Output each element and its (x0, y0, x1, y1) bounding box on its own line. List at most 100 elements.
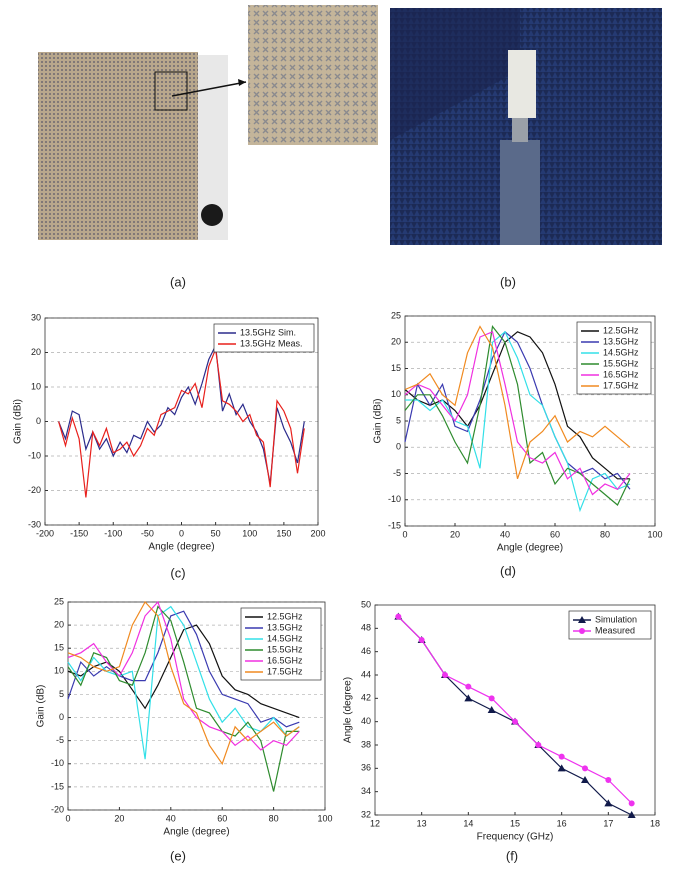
marker (418, 637, 425, 643)
legend-label: 16.5GHz (267, 655, 303, 665)
legend-label: 13.5GHz Meas. (240, 338, 303, 348)
y-tick-label: -15 (388, 520, 401, 530)
y-tick-label: -10 (388, 494, 401, 504)
plot-frame (67, 601, 326, 811)
y-tick-label: 40 (361, 716, 371, 726)
legend-label: 15.5GHz (267, 644, 303, 654)
chart: -15 -10 -5 0 5 10 15 20 25 0 20 40 60 80 100 Angle (deg… (373, 310, 663, 578)
y-tick-label: 5 (59, 689, 64, 699)
x-tick-label: 80 (269, 813, 279, 823)
y-tick-label: 0 (396, 442, 401, 452)
marker (604, 799, 613, 807)
series-line (67, 605, 300, 792)
plot-frame (404, 315, 656, 527)
y-tick-label: 36 (361, 763, 371, 773)
marker (512, 718, 518, 725)
x-tick-label: 200 (310, 528, 325, 538)
y-tick-label: -10 (51, 758, 64, 768)
marker (442, 672, 448, 678)
y-tick-label: 20 (31, 347, 41, 357)
x-tick-label: 18 (650, 818, 660, 828)
x-tick-label: -100 (104, 528, 122, 538)
x-axis-label: Angle (degree) (497, 543, 563, 554)
photo-a (38, 5, 378, 240)
marker (627, 811, 636, 818)
series-line (404, 325, 631, 479)
x-tick-label: 40 (500, 529, 510, 539)
y-tick-label: 10 (391, 389, 401, 399)
marker (558, 753, 565, 760)
y-tick-label: 0 (59, 712, 64, 722)
x-axis-label: Angle (degree) (163, 827, 229, 838)
y-tick-label: -30 (28, 519, 41, 529)
y-tick-label: -10 (28, 450, 41, 460)
legend-label: 17.5GHz (603, 380, 639, 390)
marker (464, 694, 473, 702)
series-line (404, 330, 631, 490)
marker (582, 765, 588, 772)
x-tick-label: 50 (211, 528, 221, 538)
x-tick-label: 0 (402, 529, 407, 539)
legend-label: 12.5GHz (603, 325, 639, 335)
panel-caption: (c) (170, 565, 185, 580)
legend-label: 13.5GHz (267, 622, 303, 632)
y-tick-label: 10 (54, 666, 64, 676)
x-tick-label: 16 (557, 818, 567, 828)
series-line (404, 325, 631, 506)
x-tick-label: 12 (370, 818, 380, 828)
legend-label: 14.5GHz (267, 633, 303, 643)
x-tick-label: 150 (276, 528, 291, 538)
legend-box (576, 321, 652, 395)
x-tick-label: -50 (141, 528, 154, 538)
y-axis-label: Gain (dB) (36, 685, 47, 728)
marker (465, 683, 472, 690)
y-tick-label: 46 (361, 646, 371, 656)
y-tick-label: 25 (391, 310, 401, 320)
x-tick-label: 100 (647, 529, 662, 539)
series-line (67, 600, 300, 766)
series-line (397, 616, 633, 804)
legend-label: Measured (595, 625, 635, 635)
y-tick-label: 0 (36, 416, 41, 426)
y-tick-label: 38 (361, 739, 371, 749)
legend-label: 12.5GHz (267, 611, 303, 621)
series-line (67, 610, 300, 728)
x-tick-label: 0 (179, 528, 184, 538)
legend-box (568, 610, 652, 640)
panel-caption: (f) (506, 848, 518, 863)
y-tick-label: -5 (56, 735, 64, 745)
legend-label: 16.5GHz (603, 369, 639, 379)
photo-caption: (a) (170, 274, 186, 289)
series-line (58, 343, 305, 484)
y-tick-label: 20 (391, 337, 401, 347)
marker (535, 742, 542, 748)
y-tick-label: 30 (31, 312, 41, 322)
legend-label: 13.5GHz Sim. (240, 327, 296, 337)
legend-box (240, 607, 322, 681)
x-tick-label: -150 (70, 528, 88, 538)
legend-label: 17.5GHz (267, 666, 303, 676)
marker (581, 776, 589, 783)
plot-frame (44, 317, 319, 526)
y-tick-label: 50 (361, 599, 371, 609)
x-tick-label: -200 (36, 528, 54, 538)
x-tick-label: 100 (317, 813, 332, 823)
chart: 32 34 36 38 40 42 44 46 48 50 12 13 14 15 16 17 18 Freque… (343, 599, 660, 863)
photo-b (390, 8, 662, 245)
x-tick-label: 40 (166, 813, 176, 823)
x-axis-label: Angle (degree) (148, 542, 214, 553)
y-tick-label: 25 (54, 596, 64, 606)
x-tick-label: 14 (463, 818, 473, 828)
series-line (405, 330, 631, 513)
y-tick-label: 5 (396, 415, 401, 425)
legend-marker (579, 628, 585, 634)
y-tick-label: 15 (391, 363, 401, 373)
y-tick-label: 34 (361, 786, 371, 796)
series-line (397, 616, 632, 816)
x-tick-label: 60 (217, 813, 227, 823)
x-tick-label: 0 (65, 813, 70, 823)
chart: -20 -15 -10 -5 0 5 10 15 20 25 0 20 40 60 80 100 Angle (… (36, 596, 333, 863)
marker (557, 764, 566, 772)
